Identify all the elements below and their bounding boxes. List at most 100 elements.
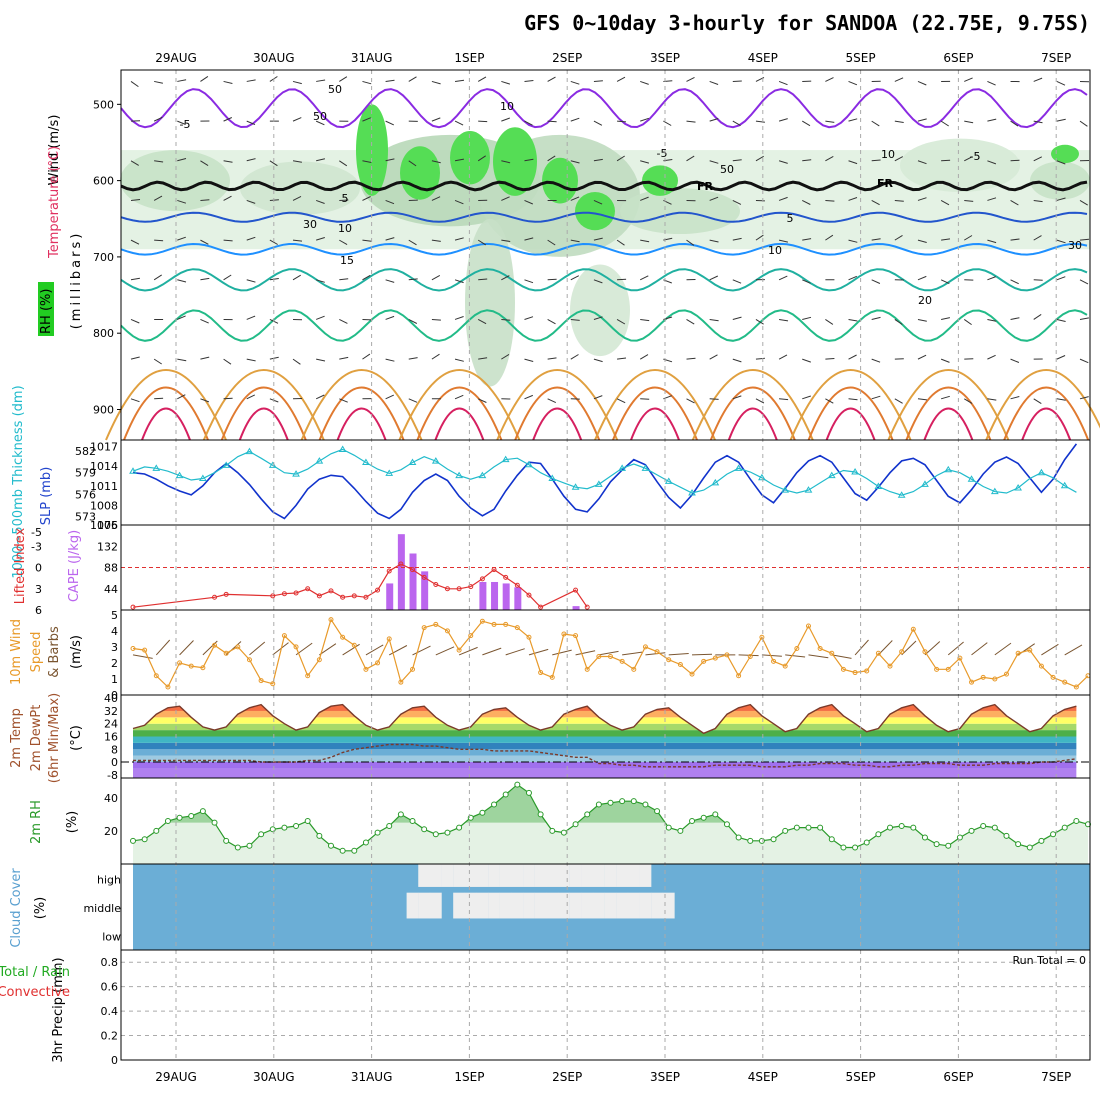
wind-barb [1010, 200, 1019, 206]
wind-speed-point [305, 673, 311, 679]
wind-barb [200, 239, 209, 245]
wind-barb [917, 398, 927, 401]
rh2m-point [1038, 837, 1045, 844]
wind-barb [547, 155, 556, 162]
contour-label: 20 [918, 294, 932, 307]
slp-tick-label: 1008 [90, 499, 118, 512]
precip-tick-label: 0 [111, 1054, 118, 1067]
wind-barb [1079, 396, 1089, 400]
wind-barb [292, 80, 302, 85]
wind-barb [269, 239, 278, 245]
rh2m-point [514, 781, 521, 788]
wind-speed-point [526, 634, 532, 640]
wind-speed-point [398, 679, 404, 685]
surface-wind-barb [645, 652, 666, 656]
wind-speed-tick-label: 0 [111, 689, 118, 702]
wind-barb [964, 77, 973, 82]
wind-barb [177, 199, 187, 204]
wind-barb [640, 239, 650, 243]
surface-wind-barb [947, 641, 964, 656]
rh2m-point [141, 836, 148, 843]
wind-barb [1010, 396, 1020, 400]
thickness-marker [501, 455, 510, 463]
rh2m-point [875, 831, 882, 838]
contour-15 [120, 268, 1088, 292]
rh2m-point [560, 829, 567, 836]
middle-cloud-clear [616, 892, 629, 919]
rh2m-point [805, 824, 812, 831]
precip-tick-label: 0.4 [101, 1005, 119, 1018]
wind-barb [223, 358, 232, 365]
temperature-band [133, 742, 1077, 750]
wind-barb [987, 354, 996, 360]
contour-labels: -5 -5 -5 5 5 10 10 15 20 FR FR 50 10 10 50 30 50 30 [180, 83, 1082, 307]
wind-barb [547, 319, 556, 325]
warm-contour-arch [923, 407, 974, 441]
wind-barb [408, 319, 418, 324]
wind-barb [732, 159, 742, 162]
wind-barb [778, 118, 788, 122]
warm-contour-arch [985, 369, 1100, 441]
wind-barb [408, 239, 417, 246]
top-date-labels: 29AUG 30AUG 31AUG 1SEP 2SEP 3SEP 4SEP 5SEP 6SEP 7… [155, 51, 1071, 65]
wind-barb [524, 80, 534, 82]
bottom-date-label: 1SEP [454, 1070, 484, 1084]
wind-barb [223, 195, 232, 201]
high-cloud-clear [511, 864, 524, 887]
wind-barb [524, 358, 534, 362]
warm-contour-arch [789, 369, 912, 441]
lifted-index-point [270, 593, 276, 599]
rh2m-point [630, 798, 637, 805]
wind-barb [1056, 118, 1066, 122]
wind-barb [593, 316, 603, 320]
wind-barb [454, 394, 464, 400]
wind-barb [362, 117, 371, 122]
wind-barb [917, 318, 927, 322]
rh2m-point [933, 841, 940, 848]
bottom-date-label: 5SEP [846, 1070, 876, 1084]
thickness-tick-label: 576 [75, 488, 96, 501]
wind-barb [292, 160, 302, 163]
wind-speed-point [503, 621, 509, 627]
thickness-marker [734, 464, 743, 471]
wind-barb [547, 278, 557, 281]
cape-bar [421, 571, 429, 610]
wind-barb [339, 76, 348, 82]
thickness-tick-label: 573 [75, 510, 96, 523]
lifted-index-point [468, 584, 474, 590]
lifted-index-point [479, 576, 485, 582]
wind-speed-point [864, 668, 870, 674]
wind-speed-point [153, 673, 159, 679]
precip-convective-label: Convective [0, 985, 70, 1000]
rh2m-point [153, 827, 160, 834]
warm-contour-arch [496, 369, 619, 441]
warm-contour-arch [630, 407, 680, 441]
cloud-level-labels: high middle low [83, 873, 121, 943]
wind-speed-point [188, 663, 194, 669]
wind-speed-point [701, 658, 707, 664]
wind-barb [917, 354, 927, 360]
wind-barb [454, 316, 464, 320]
wind-barb [431, 353, 440, 360]
cape-tick-label: 176 [97, 519, 118, 532]
rh-high-blob [542, 157, 578, 204]
wind-speed-point [631, 666, 637, 672]
wind-speed-point [840, 666, 846, 672]
rh-high-blob [450, 131, 490, 185]
wind-barb [153, 358, 162, 365]
wind-barb [547, 239, 556, 246]
wind-barb [871, 316, 881, 320]
wind-barb [940, 200, 950, 206]
wind-barb [1033, 398, 1042, 405]
middle-cloud-clear [534, 892, 547, 919]
wind-barb [917, 239, 927, 243]
wind-barb [1056, 398, 1066, 401]
wind-barb [941, 159, 951, 162]
warm-contour-arch [825, 407, 876, 441]
wind-barb [477, 398, 487, 403]
wind-barb [709, 239, 719, 243]
rh2m-point [980, 822, 987, 829]
wind-barb [871, 159, 881, 162]
wind-barb [1056, 276, 1066, 281]
